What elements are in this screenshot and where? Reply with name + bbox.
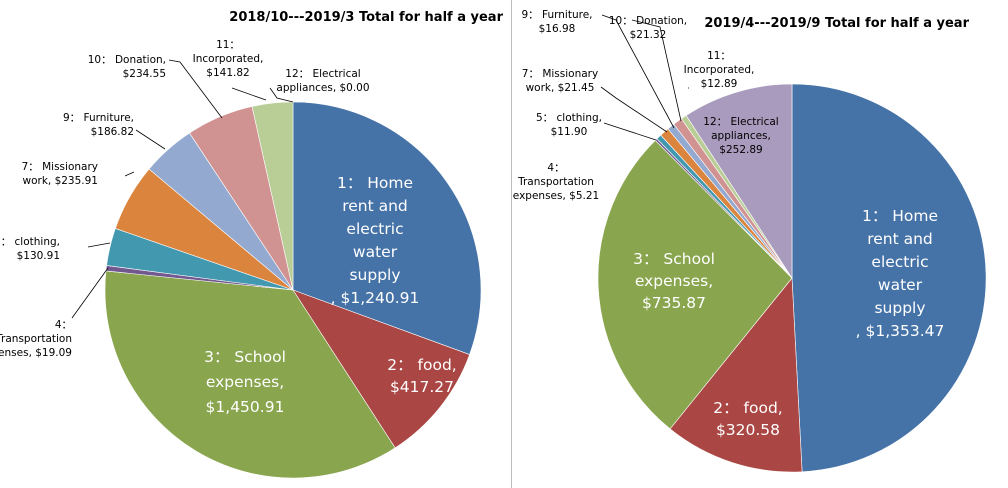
leader-line: [124, 171, 135, 177]
slice-label: 10： Donation, $21.32: [609, 15, 687, 41]
chart-title: 2018/10---2019/3 Total for half a year: [229, 10, 503, 25]
slice-label: 12： Electrical appliances, $0.00: [276, 68, 369, 94]
leader-line: [603, 122, 657, 141]
slice-labels: 1： Home rent and electric water supply, $1,2…: [0, 39, 457, 416]
leader-line: [601, 14, 675, 129]
slice-label: 5： clothing, $130.91: [0, 236, 60, 262]
slice-label: 3： School expenses, $1,450.91: [204, 348, 286, 416]
slice-label: 10： Donation, $234.55: [88, 54, 166, 80]
slice-label: 5： clothing, $11.90: [536, 112, 602, 138]
pie-chart-right-svg: 2019/4---2019/9 Total for half a year 1：…: [513, 9, 987, 473]
leader-line: [168, 59, 223, 119]
leader-line: [71, 267, 109, 319]
leader-line: [269, 87, 294, 103]
slice-label: 7： Missionary work, $21.45: [522, 68, 598, 94]
slice-label: 12： Electrical appliances, $252.89: [703, 116, 778, 156]
pie-slice: [292, 289, 470, 449]
slice-label: 11： Incorporated, $12.89: [684, 50, 755, 90]
leader-line: [87, 242, 111, 248]
pie-slice: [791, 83, 987, 473]
chart-title: 2019/4---2019/9 Total for half a year: [704, 16, 969, 31]
slice-label: 2： food, $320.58: [713, 399, 782, 439]
slice-label: 1： Home rent and electric water supply, $1,2…: [331, 174, 420, 307]
pie-slices: [104, 101, 482, 479]
slice-label: 7： Missionary work, $235.91: [22, 161, 98, 187]
pie-slice: [685, 83, 793, 280]
leader-line: [231, 87, 267, 101]
slice-label: 4： Transportation expenses, $5.21: [513, 162, 599, 202]
leader-line: [600, 86, 668, 133]
pie-slice: [104, 270, 396, 479]
slice-label: 1： Home rent and electric water supply, $1,3…: [856, 207, 945, 340]
pie-slices: [597, 83, 987, 473]
leader-line: [135, 129, 166, 150]
slice-label: 3： School expenses, $735.87: [633, 250, 715, 312]
pie-chart-left: 2018/10---2019/3 Total for half a year 1…: [0, 10, 504, 479]
slice-label: 9： Furniture, $16.98: [522, 9, 593, 35]
slice-labels: 1： Home rent and electric water supply, $1,3…: [513, 9, 945, 439]
pie-chart-left-svg: 2018/10---2019/3 Total for half a year 1…: [0, 10, 504, 479]
pie-chart-right: 2019/4---2019/9 Total for half a year 1：…: [512, 0, 1008, 488]
pie-slice: [669, 277, 803, 473]
slice-label: 9： Furniture, $186.82: [63, 112, 134, 138]
slice-label: 2： food, $417.27: [387, 356, 456, 396]
slice-label: 11： Incorporated, $141.82: [193, 39, 264, 79]
pie-slice: [597, 139, 793, 430]
pie-slice: [292, 101, 482, 355]
chart-divider: [511, 0, 512, 488]
leader-line: [631, 19, 682, 122]
